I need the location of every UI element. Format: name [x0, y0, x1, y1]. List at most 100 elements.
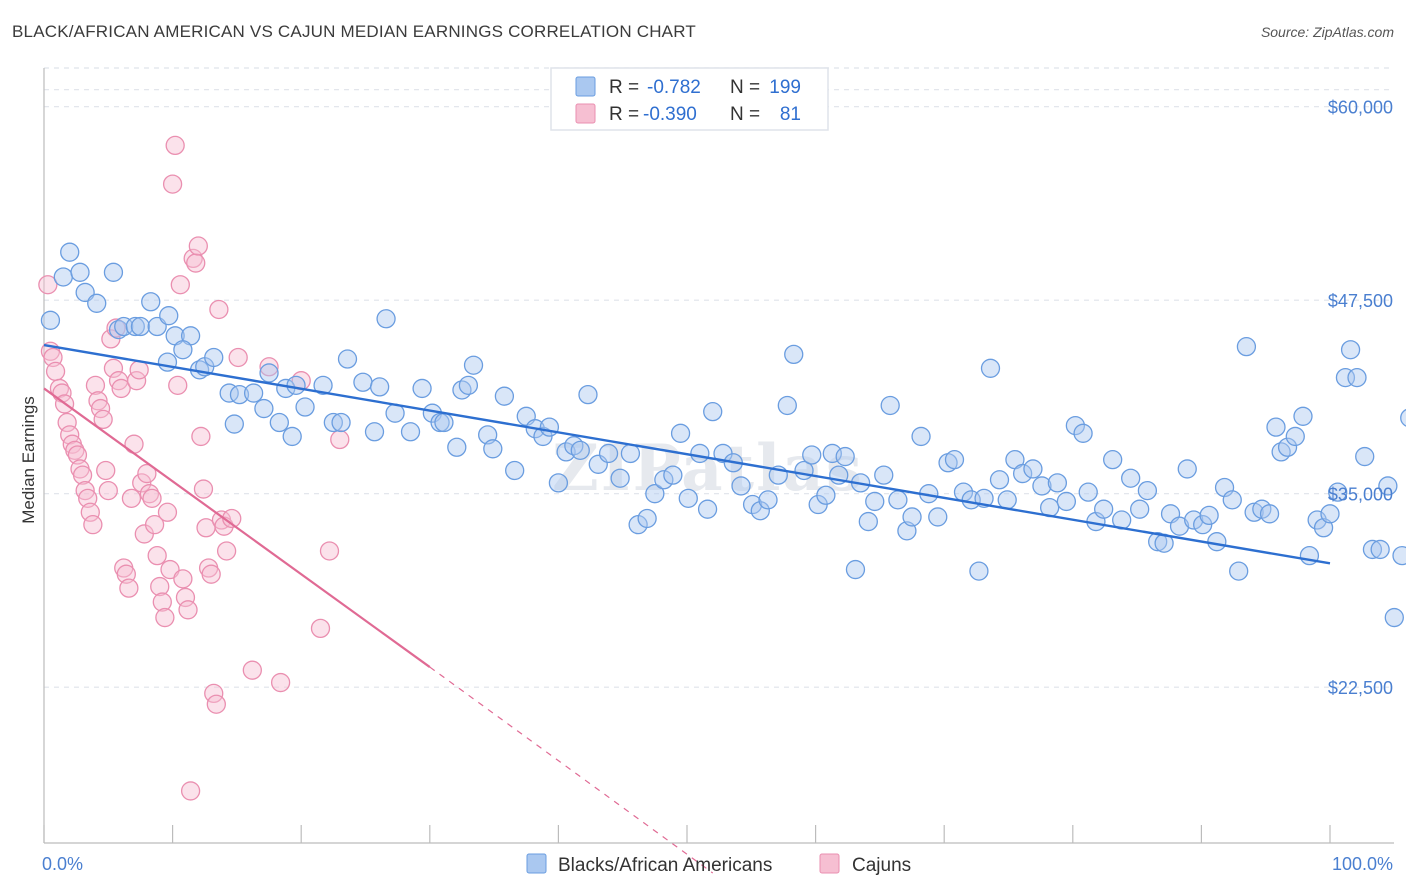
- legend-r-label-1: R =: [609, 77, 639, 98]
- data-point: [103, 358, 124, 378]
- x-tick-label-min: 0.0%: [42, 854, 83, 874]
- data-point: [254, 398, 274, 419]
- data-point: [319, 541, 340, 561]
- watermark: ZIPatlas: [552, 431, 864, 506]
- data-point: [1222, 490, 1242, 510]
- data-point: [1103, 449, 1123, 470]
- data-point: [1207, 532, 1227, 552]
- data-point: [1056, 491, 1077, 512]
- data-point: [201, 564, 221, 584]
- data-point: [645, 484, 665, 504]
- data-point: [400, 422, 421, 442]
- data-point: [173, 569, 193, 589]
- data-point: [125, 316, 145, 337]
- data-point: [816, 485, 836, 505]
- data-point: [243, 383, 264, 403]
- data-point: [337, 349, 358, 369]
- data-point: [1400, 408, 1406, 427]
- data-point: [1285, 426, 1305, 447]
- data-point: [162, 174, 183, 194]
- y-axis-label: Median Earnings: [19, 396, 38, 524]
- data-point: [654, 470, 674, 490]
- data-point: [1392, 545, 1406, 566]
- data-point: [1362, 539, 1383, 560]
- data-point: [678, 488, 698, 508]
- data-point: [173, 340, 193, 360]
- data-point: [121, 488, 142, 508]
- data-point: [330, 429, 350, 450]
- data-point: [494, 386, 515, 406]
- data-point: [132, 473, 152, 493]
- data-point: [1236, 336, 1257, 357]
- data-point: [1370, 539, 1390, 560]
- data-point: [670, 423, 691, 443]
- data-point: [144, 515, 165, 535]
- legend-swatch-blue: [575, 76, 596, 97]
- data-point: [175, 587, 196, 608]
- data-point: [578, 384, 598, 405]
- data-point: [731, 476, 751, 496]
- trend-line-blacks: [43, 343, 1331, 565]
- data-point: [204, 347, 224, 368]
- data-point: [1073, 423, 1093, 443]
- data-point: [168, 375, 188, 395]
- data-point: [505, 460, 525, 481]
- data-point: [376, 309, 396, 329]
- data-point: [1229, 561, 1249, 581]
- data-point: [98, 480, 118, 501]
- data-point: [556, 442, 576, 462]
- data-point: [610, 468, 630, 488]
- data-point: [108, 319, 129, 340]
- data-point: [1293, 406, 1313, 426]
- legend-r-value-1: -0.782: [647, 77, 701, 98]
- data-point: [690, 443, 710, 464]
- data-point: [483, 439, 503, 459]
- data-point: [1023, 459, 1043, 479]
- data-point: [137, 463, 157, 484]
- data-point: [93, 409, 113, 430]
- data-point: [1094, 499, 1114, 519]
- data-point: [880, 395, 900, 416]
- data-point: [159, 306, 179, 326]
- data-point: [1340, 340, 1361, 360]
- data-point: [180, 781, 201, 801]
- trend-lines: [43, 343, 1331, 874]
- data-point: [323, 412, 344, 433]
- y-tick-label: $47,500: [1328, 291, 1393, 311]
- data-point: [269, 412, 289, 433]
- bottom-legend-label-blacks: Blacks/African Americans: [558, 855, 772, 876]
- data-point: [310, 618, 331, 639]
- data-point: [188, 236, 208, 256]
- data-point: [45, 361, 66, 382]
- data-point: [38, 275, 58, 295]
- data-point: [1347, 367, 1367, 388]
- x-tick-label-max: 100.0%: [1332, 854, 1393, 874]
- data-point: [282, 426, 302, 447]
- data-point: [87, 293, 107, 313]
- data-point: [369, 377, 390, 397]
- data-point: [83, 515, 103, 535]
- data-point: [216, 541, 237, 561]
- data-point: [447, 437, 467, 457]
- data-point: [60, 242, 80, 262]
- data-point: [742, 494, 763, 515]
- data-point: [103, 262, 124, 282]
- data-point: [111, 378, 131, 399]
- data-point: [989, 470, 1010, 490]
- data-point: [191, 426, 211, 447]
- data-point: [353, 372, 373, 392]
- data-point: [155, 607, 175, 628]
- data-point: [434, 412, 454, 433]
- data-point: [1078, 482, 1098, 502]
- data-point: [874, 465, 894, 485]
- y-tick-label: $35,000: [1328, 485, 1393, 505]
- data-point: [845, 559, 866, 580]
- data-point: [142, 488, 162, 508]
- data-point: [697, 499, 718, 519]
- data-point: [463, 355, 484, 375]
- data-point: [858, 511, 878, 532]
- data-point: [835, 446, 855, 467]
- data-point: [620, 443, 641, 464]
- data-point: [1328, 482, 1348, 502]
